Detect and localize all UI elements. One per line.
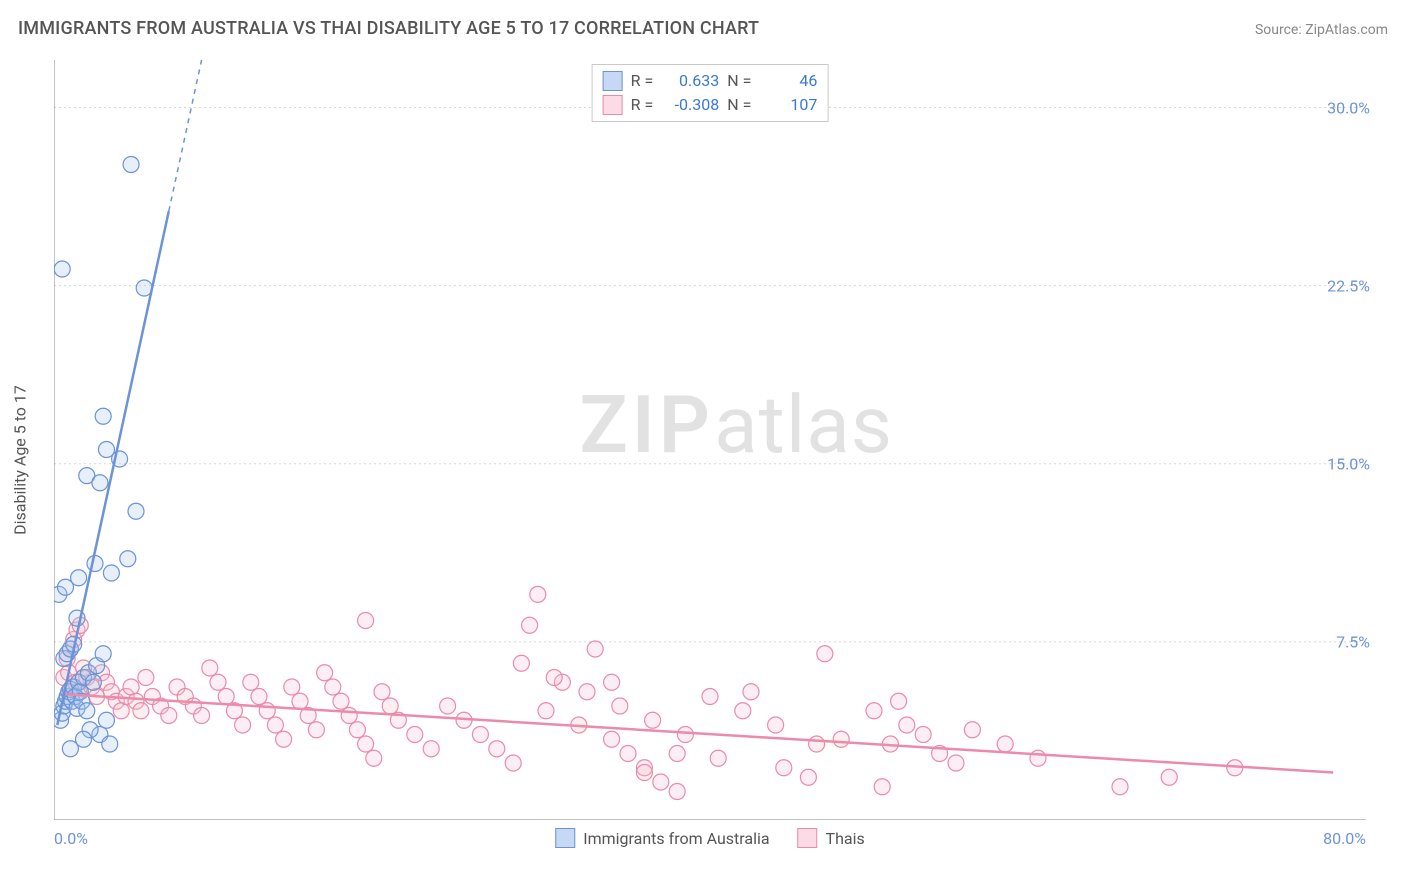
r-label: R =: [631, 93, 654, 117]
r-value-australia: 0.633: [661, 69, 719, 93]
y-tick-label: 30.0%: [1327, 98, 1370, 117]
stats-legend: R = 0.633 N = 46 R = -0.308 N = 107: [592, 64, 829, 122]
y-tick-label: 7.5%: [1336, 632, 1370, 651]
n-label: N =: [727, 93, 751, 117]
chart-container: Disability Age 5 to 17 ZIPatlas R = 0.63…: [32, 60, 1382, 860]
x-axis-min-label: 0.0%: [54, 829, 88, 848]
swatch-thais-icon: [603, 95, 623, 115]
legend-label-thais: Thais: [826, 829, 865, 848]
swatch-australia-icon: [555, 828, 575, 848]
source-link[interactable]: ZipAtlas.com: [1305, 22, 1388, 38]
bottom-legend: Immigrants from Australia Thais: [555, 828, 865, 848]
n-label: N =: [727, 69, 751, 93]
n-value-thais: 107: [759, 93, 817, 117]
n-value-australia: 46: [759, 69, 817, 93]
y-tick-label: 22.5%: [1327, 276, 1370, 295]
legend-item-thais: Thais: [798, 828, 865, 848]
stats-row-australia: R = 0.633 N = 46: [603, 69, 818, 93]
r-value-thais: -0.308: [661, 93, 719, 117]
y-axis-label: Disability Age 5 to 17: [11, 385, 30, 535]
source-attribution: Source: ZipAtlas.com: [1255, 22, 1388, 38]
r-label: R =: [631, 69, 654, 93]
y-tick-label: 15.0%: [1327, 454, 1370, 473]
chart-title: IMMIGRANTS FROM AUSTRALIA VS THAI DISABI…: [18, 18, 759, 39]
source-prefix: Source:: [1255, 22, 1305, 38]
x-axis-max-label: 80.0%: [1323, 829, 1366, 848]
scatter-plot: ZIPatlas R = 0.633 N = 46 R = -0.308 N =…: [54, 60, 1366, 820]
stats-row-thais: R = -0.308 N = 107: [603, 93, 818, 117]
swatch-australia-icon: [603, 71, 623, 91]
swatch-thais-icon: [798, 828, 818, 848]
plot-svg: [54, 60, 1366, 820]
legend-item-australia: Immigrants from Australia: [555, 828, 769, 848]
legend-label-australia: Immigrants from Australia: [583, 829, 769, 848]
